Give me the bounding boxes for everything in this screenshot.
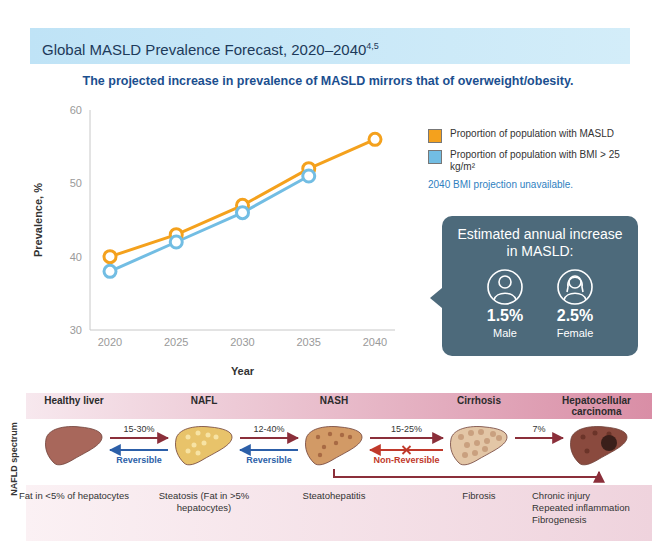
svg-text:40: 40 — [70, 251, 82, 263]
html-text:Global MASLD Prevalence Foreca: Global MASLD Prevalence Forecast, 2020–2… — [42, 41, 367, 58]
html-text:4,5: 4,5 — [366, 41, 379, 51]
html-text:Repeated inflammation: Repeated inflammation — [532, 502, 630, 513]
svg-text:15-25%: 15-25% — [391, 424, 422, 434]
html-text:NAFL: NAFL — [190, 395, 218, 406]
svg-text:Year: Year — [231, 365, 255, 377]
html-text:Hepatocellular carcinoma: Hepatocellular carcinoma — [562, 395, 631, 417]
html-text:Healthy liver: Healthy liver — [44, 395, 104, 406]
svg-text:2035: 2035 — [297, 336, 321, 348]
svg-text:Non-Reversible: Non-Reversible — [373, 455, 439, 465]
svg-text:2040: 2040 — [363, 336, 387, 348]
html-text:Female: Female — [556, 327, 594, 339]
html-text:2.5%: 2.5% — [556, 307, 594, 324]
svg-text:7%: 7% — [532, 424, 545, 434]
svg-text:2020: 2020 — [98, 336, 122, 348]
svg-text:Prevalence, %: Prevalence, % — [32, 183, 44, 257]
svg-text:60: 60 — [70, 104, 82, 116]
html-text:Fibrosis: Fibrosis — [462, 490, 496, 501]
html-text:2040 BMI projection unavailabl: 2040 BMI projection unavailable. — [428, 179, 574, 190]
html-text:Proportion of population with: Proportion of population with BMI > 25 k… — [450, 149, 620, 172]
svg-text:2030: 2030 — [230, 336, 254, 348]
html-text:Steatohepatitis: Steatohepatitis — [302, 490, 366, 501]
html-text:Cirrhosis: Cirrhosis — [457, 395, 501, 406]
svg-text:Reversible: Reversible — [116, 455, 162, 465]
svg-text:15-30%: 15-30% — [123, 424, 154, 434]
html-text:Fat in <5% of hepatocytes: Fat in <5% of hepatocytes — [18, 490, 129, 501]
svg-text:NAFLD spectrum: NAFLD spectrum — [9, 422, 19, 496]
html-text:Male: Male — [493, 327, 517, 339]
html-text:NASH: NASH — [319, 395, 349, 406]
html-text:Chronic injury: Chronic injury — [532, 490, 591, 501]
svg-text:2025: 2025 — [164, 336, 188, 348]
svg-text:12-40%: 12-40% — [253, 424, 284, 434]
html-text:Proportion of population with: Proportion of population with MASLD — [450, 128, 614, 139]
svg-text:30: 30 — [70, 324, 82, 336]
html-text:Fibrogenesis: Fibrogenesis — [532, 514, 587, 525]
svg-text:Reversible: Reversible — [246, 455, 292, 465]
html-text:Steatosis (Fat in >5% hepatocy: Steatosis (Fat in >5% hepatocytes) — [158, 490, 250, 513]
html-text:The projected increase in prev: The projected increase in prevalence of … — [82, 74, 574, 88]
html-text:Estimated annual increase in M: Estimated annual increase in MASLD: — [457, 226, 623, 259]
svg-text:50: 50 — [70, 177, 82, 189]
html-text:1.5%: 1.5% — [486, 307, 524, 324]
